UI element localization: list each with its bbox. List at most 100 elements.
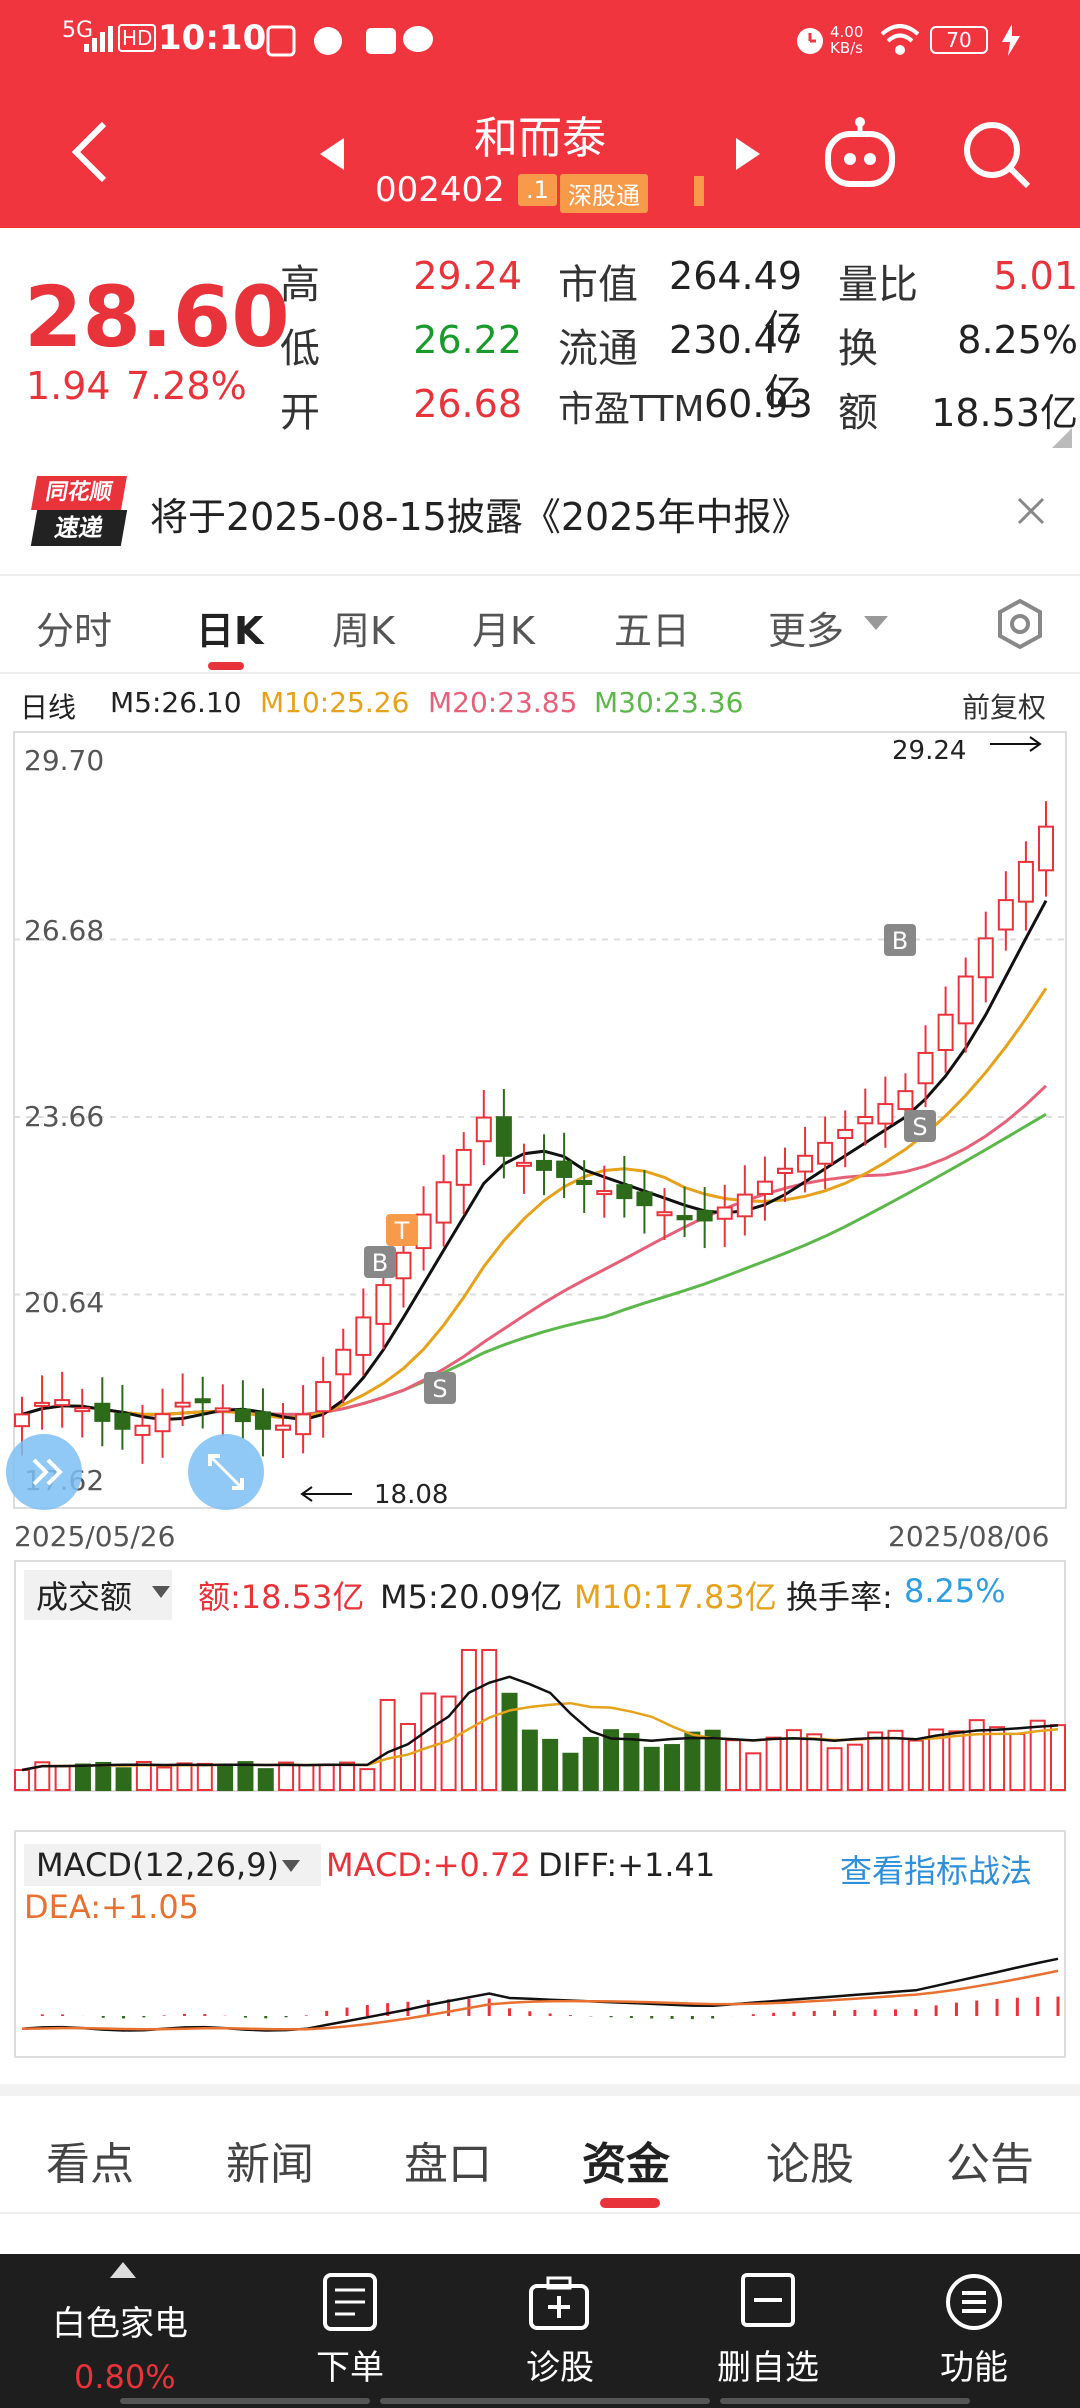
tab-orderbook[interactable]: 盘口 bbox=[404, 2139, 492, 2190]
tab-funds[interactable]: 资金 bbox=[582, 2139, 670, 2190]
candle-body bbox=[134, 1424, 151, 1436]
trade-marker-label: B bbox=[372, 1249, 388, 1277]
prev-stock-icon[interactable] bbox=[318, 136, 346, 176]
remove-watchlist-label[interactable]: 删自选 bbox=[717, 2348, 819, 2388]
remove-watchlist-icon[interactable] bbox=[740, 2272, 796, 2332]
y-tick-2: 26.68 bbox=[24, 914, 105, 947]
volume-bar bbox=[664, 1744, 681, 1792]
macd-strategy-link[interactable]: 查看指标战法 bbox=[840, 1852, 1033, 1890]
diagnose-label[interactable]: 诊股 bbox=[526, 2348, 594, 2388]
vol-ratio-label: 量比 bbox=[838, 262, 918, 308]
candle-body bbox=[395, 1251, 412, 1280]
volume-bar bbox=[806, 1733, 823, 1791]
max-arrow-head bbox=[1029, 736, 1042, 752]
volume-bar bbox=[643, 1746, 660, 1791]
function-label[interactable]: 功能 bbox=[940, 2348, 1008, 2388]
candle-body bbox=[315, 1381, 332, 1413]
trade-marker bbox=[364, 1246, 396, 1278]
sector-name[interactable]: 白色家电 bbox=[52, 2304, 188, 2344]
tab-weekly-k[interactable]: 周K bbox=[332, 609, 395, 653]
ma20-line bbox=[21, 1084, 1048, 1416]
candle-body bbox=[997, 899, 1014, 931]
ma5-label: M5:26.10 bbox=[110, 686, 242, 719]
tab-daily-k[interactable]: 日K bbox=[196, 609, 264, 653]
ma5-line bbox=[21, 899, 1048, 1422]
trade-marker-label: S bbox=[912, 1113, 927, 1141]
bottom-dock bbox=[0, 2254, 1080, 2408]
diagnose-icon[interactable] bbox=[528, 2276, 590, 2336]
open-label: 开 bbox=[280, 390, 320, 436]
price-change-pct: 7.28% bbox=[126, 364, 247, 408]
scroll-indicator bbox=[720, 2398, 970, 2404]
network-indicator: 5G bbox=[62, 18, 94, 43]
candle-body bbox=[756, 1180, 773, 1195]
macd-selector[interactable]: MACD(12,26,9) bbox=[24, 1844, 322, 1886]
stock-code: 002402 bbox=[375, 170, 505, 210]
high-value: 29.24 bbox=[413, 254, 522, 298]
candle-body bbox=[275, 1424, 292, 1431]
candle-body bbox=[636, 1191, 653, 1207]
candle-body bbox=[797, 1154, 814, 1173]
volume-ma5: M5:20.09亿 bbox=[380, 1578, 563, 1616]
divider bbox=[0, 672, 1080, 674]
scroll-left-button[interactable] bbox=[4, 1432, 94, 1516]
tab-five-day[interactable]: 五日 bbox=[614, 609, 691, 653]
divider bbox=[0, 2212, 1080, 2214]
adjust-mode[interactable]: 前复权 bbox=[962, 691, 1047, 724]
dropdown-arrow-icon[interactable] bbox=[152, 1584, 170, 1603]
volume-bar bbox=[948, 1730, 965, 1791]
expand-up-icon[interactable] bbox=[110, 2262, 136, 2282]
volume-selector[interactable]: 成交额 bbox=[24, 1570, 173, 1620]
volume-bar bbox=[298, 1764, 315, 1791]
dea-value: DEA:+1.05 bbox=[24, 1888, 200, 1926]
candle-body bbox=[94, 1402, 111, 1422]
tab-monthly-k[interactable]: 月K bbox=[472, 609, 535, 653]
next-stock-icon[interactable] bbox=[734, 136, 762, 176]
volume-bar bbox=[339, 1761, 356, 1792]
app-notification-icons bbox=[266, 24, 436, 62]
tab-news[interactable]: 新闻 bbox=[226, 2139, 314, 2190]
header-bar: 5G HD 10:10 4.00 KB/s 70 bbox=[0, 0, 1080, 228]
candle-body bbox=[74, 1407, 91, 1413]
order-icon[interactable] bbox=[322, 2272, 378, 2336]
tab-discussion[interactable]: 论股 bbox=[766, 2139, 854, 2190]
volume-ma10: M10:17.83亿 bbox=[574, 1578, 777, 1616]
alarm-icon bbox=[794, 24, 826, 60]
notice-bar[interactable] bbox=[0, 454, 1080, 570]
candle-body bbox=[435, 1181, 452, 1224]
ma20-label: M20:23.85 bbox=[428, 686, 578, 719]
candle-body bbox=[14, 1413, 30, 1428]
volume-bar bbox=[420, 1692, 437, 1791]
mktcap-value: 264.49亿 bbox=[669, 254, 802, 351]
settings-icon[interactable] bbox=[994, 598, 1046, 654]
candle-body bbox=[536, 1159, 553, 1171]
close-icon[interactable] bbox=[1016, 496, 1046, 530]
volume-bar bbox=[867, 1731, 884, 1791]
trade-marker bbox=[386, 1214, 418, 1246]
fullscreen-button[interactable] bbox=[186, 1432, 266, 1516]
volume-bar bbox=[745, 1752, 762, 1791]
dropdown-arrow-icon[interactable] bbox=[282, 1858, 300, 1877]
expand-corner-icon[interactable] bbox=[1052, 428, 1072, 452]
tab-announcements[interactable]: 公告 bbox=[946, 2139, 1034, 2190]
search-icon[interactable] bbox=[962, 120, 1032, 194]
robot-assistant-icon[interactable] bbox=[822, 116, 898, 194]
back-icon[interactable] bbox=[70, 120, 110, 188]
candle-body bbox=[576, 1179, 593, 1186]
candle-body bbox=[1017, 860, 1034, 903]
function-menu-icon[interactable] bbox=[944, 2272, 1004, 2336]
order-label[interactable]: 下单 bbox=[316, 2348, 384, 2388]
volume-bar bbox=[115, 1767, 132, 1791]
min-arrow-head bbox=[300, 1486, 313, 1502]
max-price-label: 29.24 bbox=[892, 736, 967, 766]
tab-highlights[interactable]: 看点 bbox=[46, 2139, 134, 2190]
notice-text[interactable]: 将于2025-08-15披露《2025年中报》 bbox=[150, 495, 810, 539]
tab-intraday[interactable]: 分时 bbox=[36, 609, 113, 653]
tab-more[interactable]: 更多 bbox=[768, 609, 845, 653]
candle-body bbox=[957, 975, 974, 1025]
dropdown-arrow-icon[interactable] bbox=[864, 614, 888, 636]
candle-body bbox=[355, 1316, 372, 1356]
candle-body bbox=[375, 1284, 392, 1325]
candle-body bbox=[696, 1209, 713, 1222]
